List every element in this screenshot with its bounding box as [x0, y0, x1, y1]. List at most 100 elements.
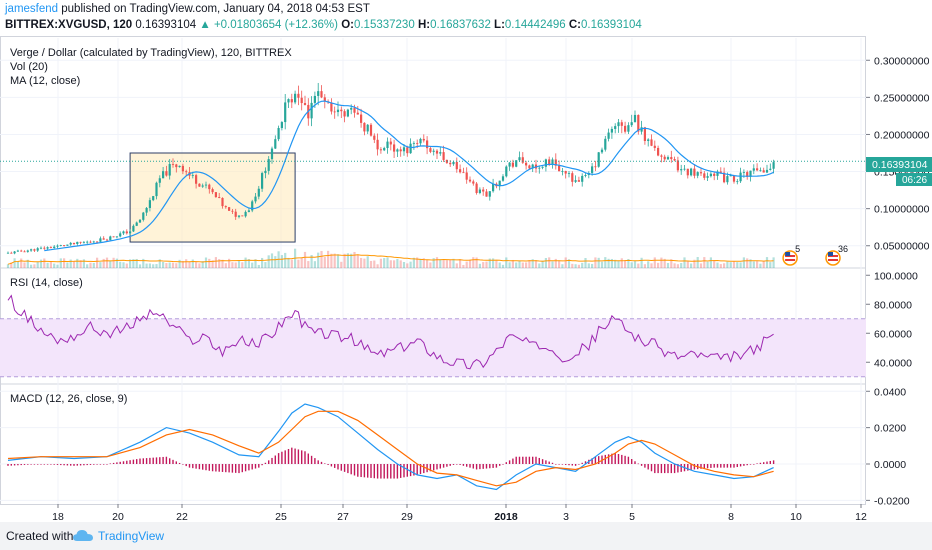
volume-bar: [716, 262, 719, 268]
volume-bar: [198, 263, 201, 268]
candle-body: [162, 171, 165, 179]
volume-bar: [696, 257, 699, 268]
candle-body: [76, 241, 79, 244]
volume-bar: [327, 250, 330, 268]
macd-hist-bar: [403, 464, 405, 478]
symbol-label[interactable]: BITTREX:XVGUSD, 120: [5, 19, 133, 31]
macd-hist-bar: [294, 448, 296, 464]
macd-hist-bar: [716, 464, 719, 468]
candle-body: [584, 175, 587, 176]
volume-bar: [663, 258, 666, 268]
macd-hist-bar: [383, 464, 385, 479]
event-marker[interactable]: 5: [782, 244, 800, 266]
volume-bar: [657, 262, 660, 268]
volume-bar: [373, 260, 376, 268]
candle-body: [624, 125, 627, 132]
macd-hist-bar: [624, 455, 626, 464]
candle-body: [581, 175, 584, 182]
macd-hist-bar: [525, 456, 527, 464]
macd-axis[interactable]: 0.0400 0.0200 0.0000 -0.0200: [866, 386, 910, 507]
macd-hist-bar: [287, 449, 290, 464]
rsi-axis[interactable]: 100.0000 80.0000 60.0000 40.0000: [866, 270, 918, 369]
volume-bar: [214, 257, 217, 268]
candle-body: [650, 139, 653, 146]
candle-body: [759, 170, 762, 172]
volume-bar: [122, 262, 125, 268]
macd-hist-bar: [528, 456, 531, 464]
volume-bar: [389, 260, 392, 268]
event-markers[interactable]: 536328: [782, 244, 932, 266]
candle-body: [228, 207, 231, 211]
price-axis[interactable]: 0.300000000.250000000.200000000.15000000…: [866, 55, 930, 253]
macd-hist-bar: [456, 464, 458, 465]
macd-hist-bar: [479, 464, 481, 470]
volume-bar: [756, 261, 759, 268]
volume-bar: [769, 262, 772, 268]
rsi-tick-label: 40.0000: [874, 357, 912, 369]
volume-bar: [525, 262, 528, 268]
macd-hist-bar: [60, 464, 62, 466]
macd-hist-bar: [568, 464, 570, 466]
time-tick-label: 10: [790, 511, 802, 522]
flag-canton: [828, 252, 833, 256]
macd-hist-bar: [607, 454, 610, 464]
volume-bar: [63, 258, 66, 268]
macd-hist-bar: [86, 464, 88, 466]
candle-body: [594, 166, 597, 168]
candle-body: [666, 157, 670, 160]
macd-hist-bar: [726, 464, 729, 468]
volume-ma-line: [7, 254, 774, 265]
author-link[interactable]: jamesfend: [5, 3, 59, 15]
candle-body: [772, 162, 775, 169]
range-rectangle-drawing[interactable]: [129, 152, 296, 243]
candle-body: [551, 159, 554, 165]
macd-hist-bar: [30, 464, 32, 465]
macd-grid: [0, 390, 866, 501]
macd-hist-bar: [169, 458, 171, 464]
macd-hist-bar: [763, 462, 765, 464]
volume-bar: [310, 255, 313, 268]
time-axis[interactable]: 18 20 22 25 27 29 2018 3 5 8 10 12: [52, 504, 867, 522]
macd-hist-bar: [76, 464, 78, 466]
macd-hist-bar: [188, 464, 191, 468]
candle-body: [214, 192, 217, 198]
volume-bar: [6, 264, 10, 268]
macd-hist-bar: [109, 463, 111, 465]
volume-bar: [495, 260, 498, 268]
candle-body: [145, 207, 148, 213]
volume-bar: [26, 259, 29, 268]
volume-bar: [683, 257, 686, 268]
candle-body: [739, 172, 742, 182]
flag-stripe: [785, 259, 796, 261]
rsi-tick-label: 60.0000: [874, 328, 912, 340]
macd-hist-bar: [485, 464, 488, 469]
candle-body: [178, 165, 181, 168]
candle-body: [439, 152, 442, 154]
price-grid: [0, 38, 866, 504]
volume-bar: [231, 262, 234, 268]
tradingview-link[interactable]: TradingView: [98, 529, 165, 543]
macd-hist-bar: [132, 459, 135, 464]
candle-body: [614, 126, 617, 129]
macd-hist-bar: [145, 458, 148, 464]
macd-hist-bar: [680, 464, 682, 472]
volume-bar: [752, 261, 755, 268]
candle-body: [488, 191, 491, 197]
macd-hist-bar: [106, 464, 108, 465]
volume-bar: [673, 263, 676, 268]
macd-pane-title: MACD (12, 26, close, 9): [10, 393, 127, 405]
candle-body: [241, 215, 244, 217]
volume-bar: [109, 260, 112, 268]
volume-bar: [511, 259, 514, 268]
trading-chart[interactable]: 536328 0.300000000.250000000.200000000.1…: [0, 36, 932, 522]
macd-hist-bar: [73, 464, 75, 466]
macd-hist-bar: [753, 464, 755, 465]
volume-bar: [690, 263, 693, 268]
macd-hist-bar: [129, 460, 131, 464]
event-marker[interactable]: 36: [825, 244, 848, 266]
macd-hist-bar: [139, 458, 141, 464]
volume-bar: [76, 258, 79, 268]
candle-body: [49, 247, 52, 249]
candle-body: [637, 114, 640, 132]
volume-bar: [96, 257, 99, 268]
